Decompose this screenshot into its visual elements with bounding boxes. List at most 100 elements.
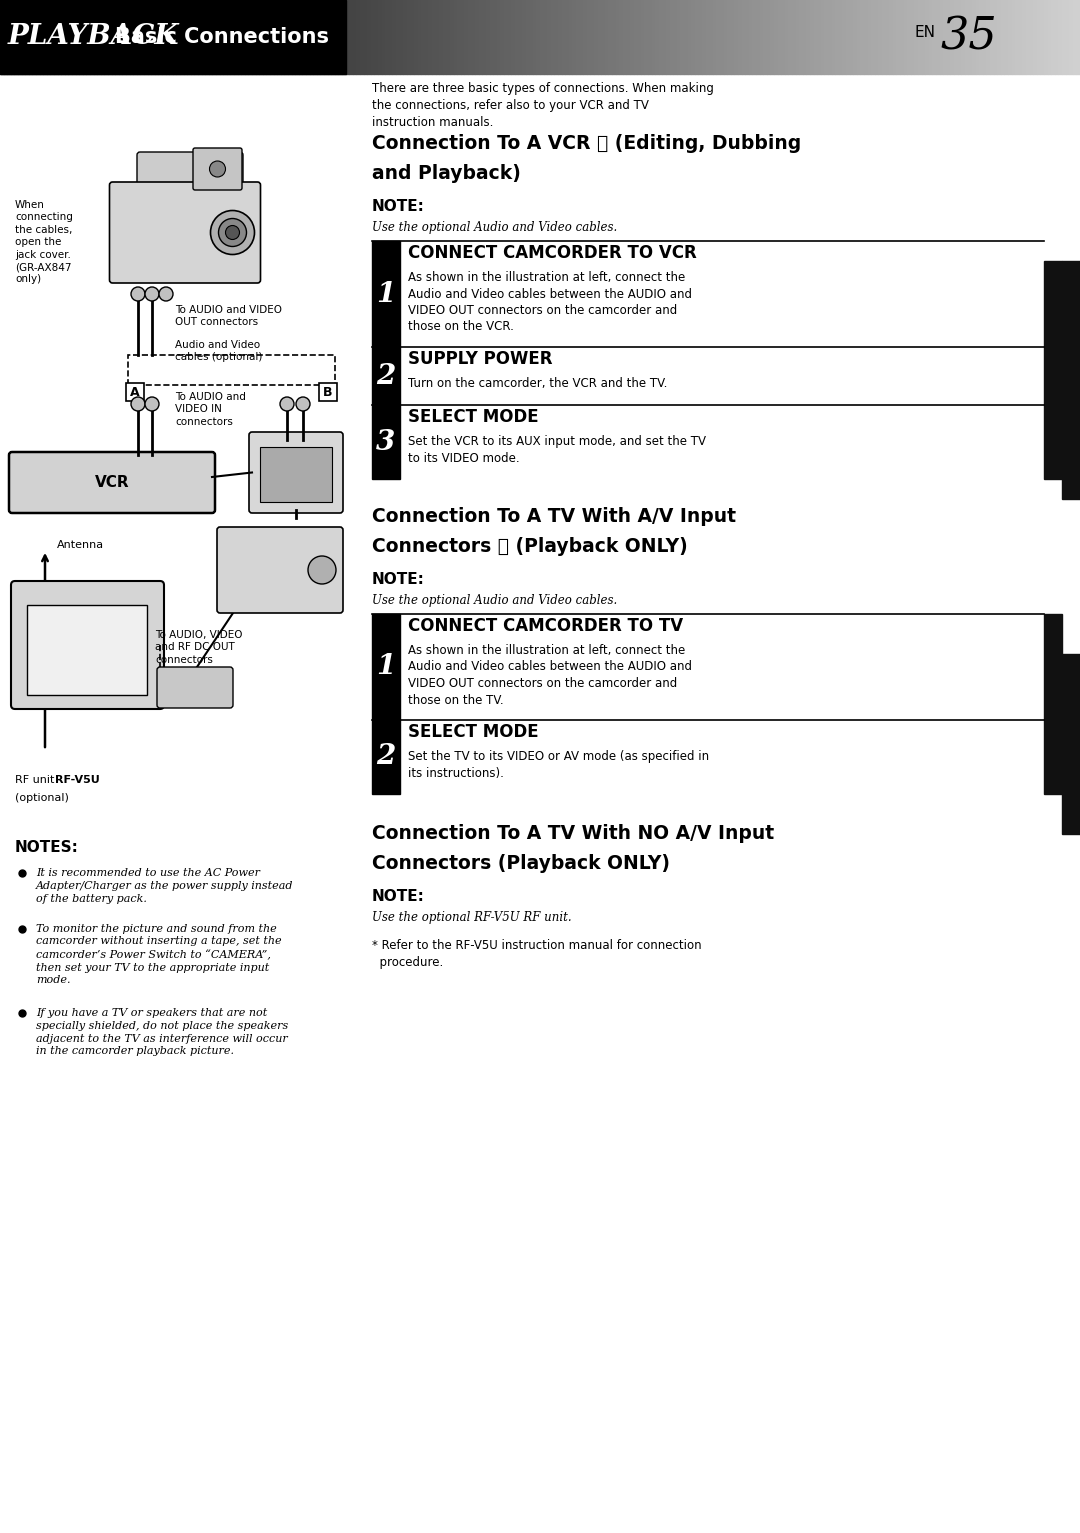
Bar xyxy=(1018,0,1023,74)
Bar xyxy=(360,0,364,74)
Bar xyxy=(400,0,403,74)
Bar xyxy=(483,0,486,74)
Bar xyxy=(680,0,684,74)
Bar xyxy=(440,0,443,74)
Text: 2: 2 xyxy=(376,744,395,771)
Text: Use the optional RF-V5U RF unit.: Use the optional RF-V5U RF unit. xyxy=(372,911,571,924)
Bar xyxy=(126,383,144,402)
Text: Antenna: Antenna xyxy=(57,540,104,550)
Bar xyxy=(1044,261,1062,478)
Bar xyxy=(208,0,213,74)
Bar xyxy=(372,241,400,346)
Bar xyxy=(807,0,810,74)
Bar xyxy=(407,0,410,74)
Text: 1: 1 xyxy=(376,281,395,308)
Bar xyxy=(551,0,554,74)
Bar xyxy=(900,0,904,74)
Bar xyxy=(144,0,148,74)
Bar xyxy=(62,0,65,74)
Bar xyxy=(1044,0,1048,74)
Bar xyxy=(764,0,767,74)
Bar xyxy=(497,0,500,74)
Bar xyxy=(256,0,259,74)
Circle shape xyxy=(145,397,159,411)
Bar xyxy=(975,0,980,74)
Text: There are three basic types of connections. When making
the connections, refer a: There are three basic types of connectio… xyxy=(372,81,714,129)
Bar xyxy=(980,0,983,74)
Bar xyxy=(748,0,753,74)
Bar xyxy=(565,0,569,74)
Bar xyxy=(486,0,489,74)
Bar xyxy=(781,0,785,74)
Bar xyxy=(260,448,332,501)
Text: 3: 3 xyxy=(376,429,395,455)
Text: CONNECT CAMCORDER TO VCR: CONNECT CAMCORDER TO VCR xyxy=(408,244,697,262)
Bar xyxy=(878,0,882,74)
Bar xyxy=(187,0,191,74)
FancyBboxPatch shape xyxy=(137,152,243,190)
Bar xyxy=(522,0,526,74)
Bar xyxy=(25,0,29,74)
Bar xyxy=(94,0,97,74)
Bar xyxy=(213,0,216,74)
Text: A: A xyxy=(131,385,139,399)
Bar xyxy=(537,0,540,74)
Bar xyxy=(677,0,680,74)
Bar xyxy=(262,0,267,74)
Bar xyxy=(46,0,51,74)
Bar xyxy=(694,0,699,74)
Bar xyxy=(122,0,126,74)
Bar xyxy=(129,356,335,385)
Text: CONNECT CAMCORDER TO TV: CONNECT CAMCORDER TO TV xyxy=(408,616,684,635)
Bar xyxy=(969,0,972,74)
Bar xyxy=(151,0,154,74)
Bar xyxy=(720,0,724,74)
Bar xyxy=(508,0,511,74)
Bar xyxy=(688,0,691,74)
Bar xyxy=(1048,0,1051,74)
Text: * Refer to the RF-V5U instruction manual for connection
  procedure.: * Refer to the RF-V5U instruction manual… xyxy=(372,940,702,969)
Text: When
connecting
the cables,
open the
jack cover.
(GR-AX847
only): When connecting the cables, open the jac… xyxy=(15,199,72,285)
Bar xyxy=(68,0,72,74)
Bar xyxy=(846,0,850,74)
Bar xyxy=(591,0,594,74)
Bar xyxy=(656,0,659,74)
Bar xyxy=(435,0,440,74)
Bar xyxy=(626,0,630,74)
Text: 2: 2 xyxy=(376,362,395,389)
Bar xyxy=(494,0,497,74)
Text: SUPPLY POWER: SUPPLY POWER xyxy=(408,350,553,368)
Bar xyxy=(100,0,105,74)
Bar xyxy=(616,0,619,74)
Bar xyxy=(875,0,878,74)
Bar xyxy=(802,0,807,74)
Text: As shown in the illustration at left, connect the
Audio and Video cables between: As shown in the illustration at left, co… xyxy=(408,644,692,707)
Bar xyxy=(335,0,338,74)
Bar xyxy=(907,0,910,74)
Bar xyxy=(252,0,256,74)
Bar xyxy=(43,0,46,74)
Circle shape xyxy=(226,225,240,239)
Bar xyxy=(381,0,386,74)
Bar xyxy=(1062,655,1080,834)
Text: Set the TV to its VIDEO or AV mode (as specified in
its instructions).: Set the TV to its VIDEO or AV mode (as s… xyxy=(408,750,710,779)
Bar xyxy=(349,0,353,74)
Bar xyxy=(850,0,853,74)
Bar xyxy=(22,0,25,74)
Bar xyxy=(230,0,234,74)
Text: Audio and Video
cables (optional): Audio and Video cables (optional) xyxy=(175,340,262,362)
Bar xyxy=(745,0,748,74)
Bar xyxy=(1001,0,1004,74)
Text: SELECT MODE: SELECT MODE xyxy=(408,724,539,740)
Circle shape xyxy=(218,219,246,247)
Bar xyxy=(1029,0,1034,74)
Bar xyxy=(0,0,346,74)
Bar xyxy=(856,0,861,74)
Circle shape xyxy=(131,287,145,300)
Bar xyxy=(594,0,597,74)
Circle shape xyxy=(280,397,294,411)
Text: (optional): (optional) xyxy=(15,793,69,803)
Circle shape xyxy=(210,161,226,176)
Bar xyxy=(1040,0,1044,74)
Bar xyxy=(637,0,640,74)
